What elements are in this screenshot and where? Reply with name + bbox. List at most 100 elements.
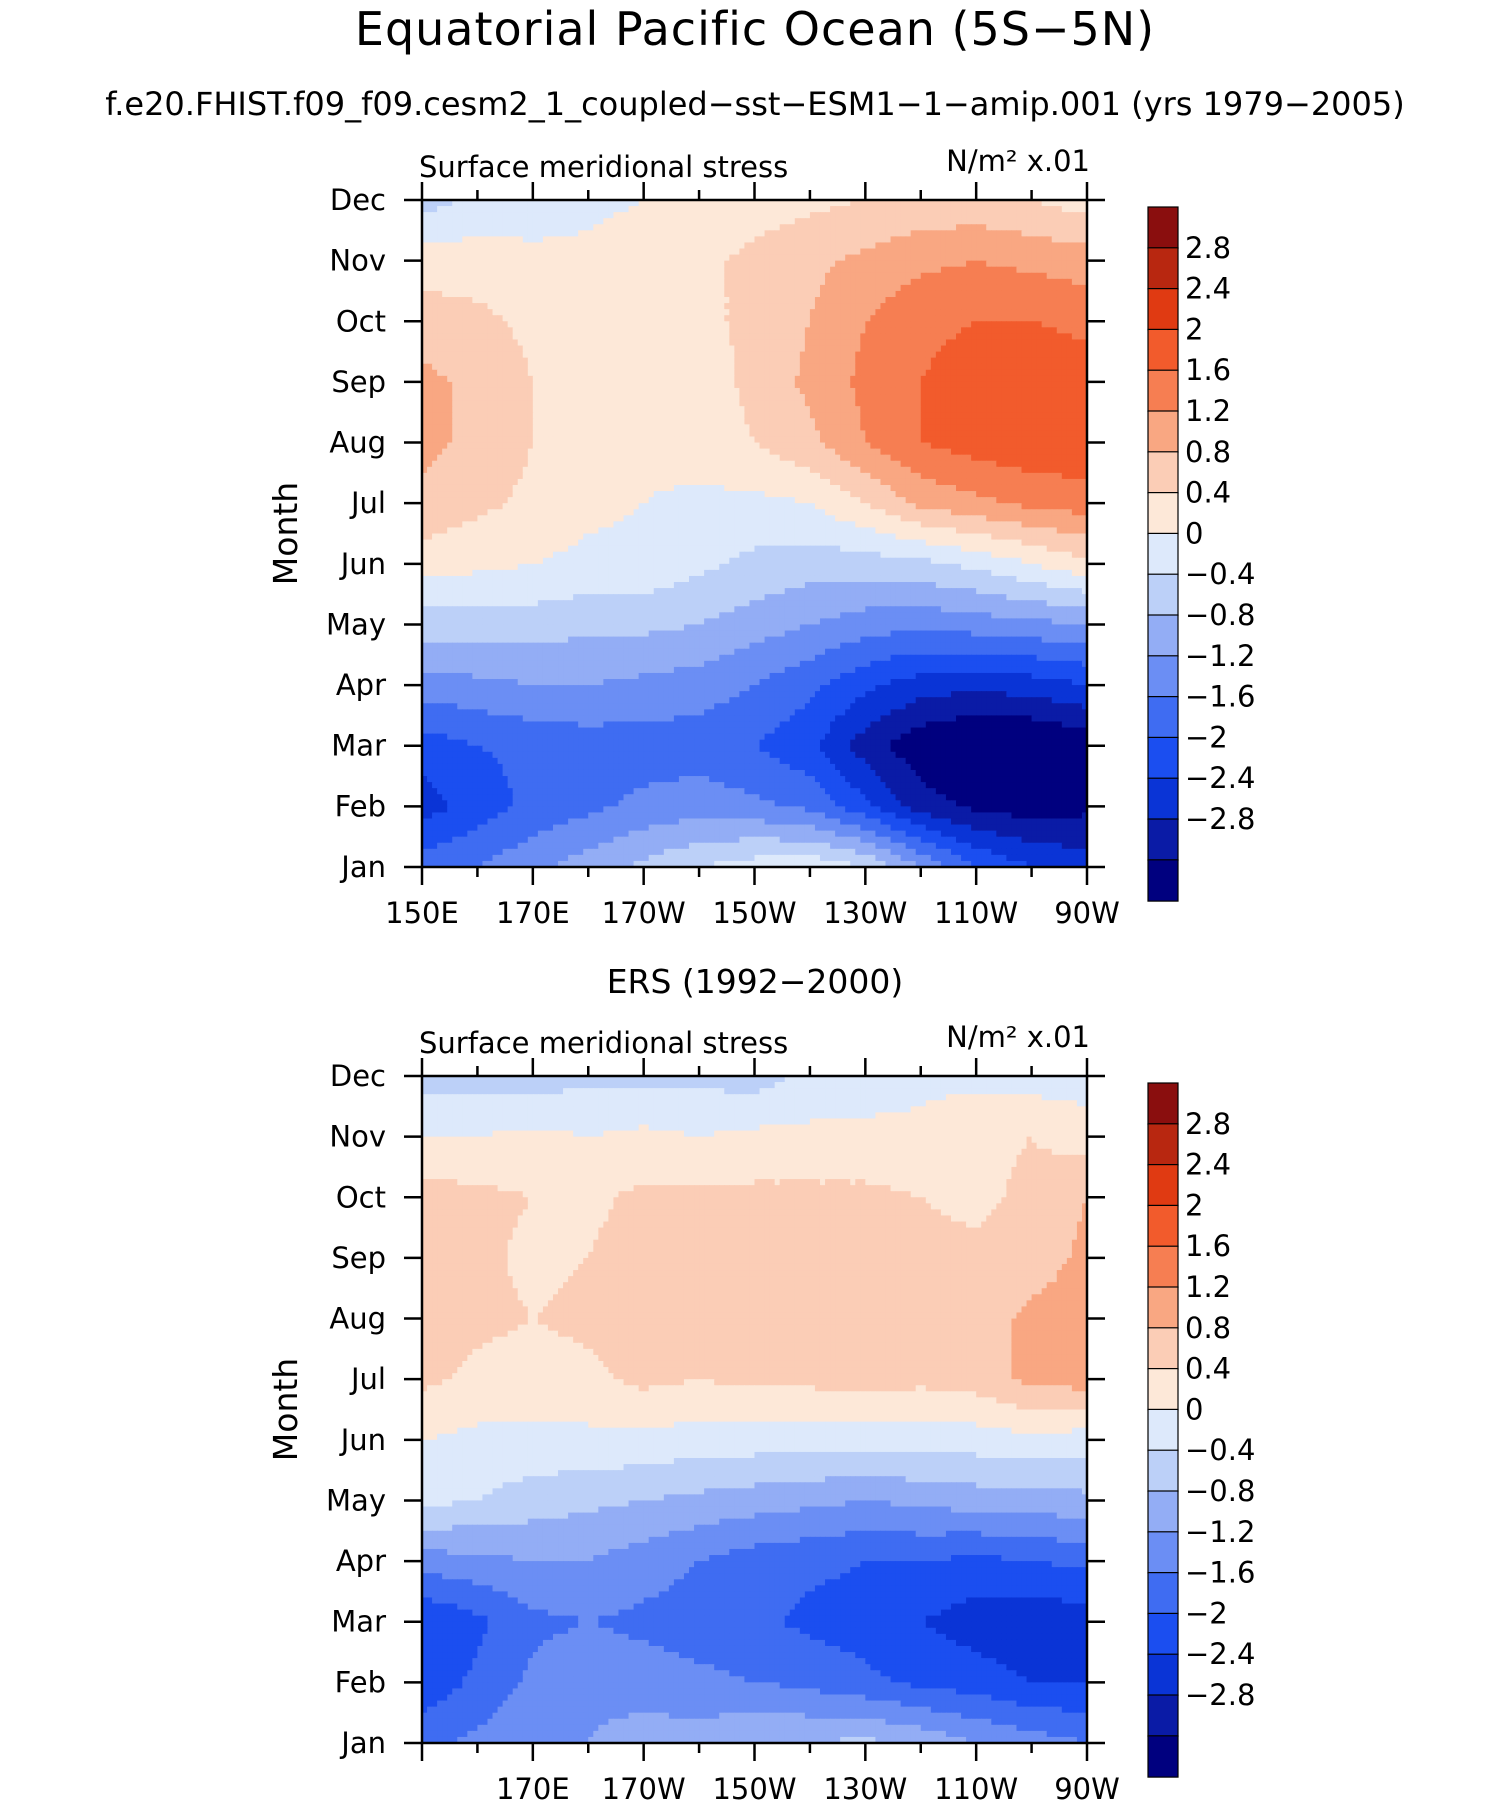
contour-cell (477, 321, 484, 328)
contour-cell (1026, 260, 1033, 268)
contour-cell (608, 236, 615, 244)
contour-cell (1051, 272, 1058, 280)
contour-cell (830, 418, 836, 425)
contour-cell (1006, 284, 1013, 292)
contour-cell (432, 321, 438, 328)
contour-cell (673, 406, 680, 413)
contour-cell (799, 406, 806, 413)
contour-cell (880, 412, 887, 419)
contour-cell (830, 309, 836, 316)
contour-cell (981, 375, 987, 383)
contour-cell (578, 381, 584, 389)
contour-cell (774, 254, 781, 262)
contour-cell (517, 248, 524, 256)
contour-cell (658, 290, 665, 298)
contour-cell (623, 260, 630, 268)
contour-cell (1026, 278, 1033, 286)
contour-cell (950, 230, 957, 237)
contour-cell (532, 400, 539, 407)
contour-cell (1031, 218, 1038, 225)
contour-cell (573, 224, 579, 231)
contour-cell (598, 394, 604, 401)
contour-cell (1021, 333, 1028, 341)
contour-cell (1011, 400, 1018, 407)
contour-cell (588, 345, 594, 353)
contour-cell (709, 315, 715, 322)
contour-cell (1016, 381, 1023, 389)
contour-cell (764, 418, 771, 425)
contour-cell (935, 351, 942, 359)
contour-cell (935, 345, 942, 353)
contour-cell (699, 230, 705, 237)
contour-cell (1026, 266, 1033, 274)
contour-cell (880, 424, 887, 432)
contour-cell (527, 424, 534, 432)
contour-cell (668, 327, 675, 334)
contour-cell (558, 327, 564, 334)
contour-cell (915, 369, 922, 377)
contour-cell (744, 381, 751, 389)
contour-cell (1051, 206, 1058, 213)
contour-cell (542, 321, 549, 328)
contour-cell (966, 297, 972, 304)
contour-cell (537, 406, 544, 413)
contour-cell (1036, 303, 1043, 310)
contour-cell (840, 260, 846, 268)
contour-cell (1026, 351, 1033, 359)
contour-cell (779, 333, 786, 341)
contour-cell (427, 381, 433, 389)
contour-cell (613, 412, 620, 419)
contour-cell (709, 260, 715, 268)
contour-cell (1036, 387, 1043, 395)
contour-cell (532, 254, 539, 262)
contour-cell (840, 200, 846, 207)
contour-cell (648, 278, 655, 286)
contour-cell (734, 290, 740, 298)
contour-cell (819, 218, 826, 225)
contour-cell (719, 321, 725, 328)
contour-cell (1076, 309, 1083, 316)
contour-cell (769, 212, 776, 219)
contour-cell (643, 303, 650, 310)
contour-cell (739, 309, 746, 316)
contour-cell (870, 333, 877, 341)
contour-cell (507, 351, 514, 359)
contour-cell (935, 218, 942, 225)
contour-cell (905, 272, 912, 280)
contour-cell (633, 230, 640, 237)
contour-cell (648, 357, 655, 365)
contour-cell (552, 333, 559, 341)
contour-cell (865, 400, 871, 407)
contour-cell (880, 266, 887, 274)
contour-cell (633, 412, 640, 419)
contour-cell (915, 242, 922, 250)
contour-cell (502, 321, 509, 328)
contour-cell (477, 345, 484, 353)
contour-cell (1056, 272, 1063, 280)
contour-cell (870, 321, 877, 328)
contour-cell (704, 309, 710, 316)
contour-cell (558, 224, 564, 231)
contour-cell (744, 394, 751, 401)
contour-cell (759, 387, 766, 395)
contour-cell (945, 363, 952, 371)
contour-cell (1051, 363, 1058, 371)
contour-cell (895, 297, 902, 304)
contour-cell (542, 297, 549, 304)
contour-cell (502, 351, 509, 359)
contour-cell (764, 230, 771, 237)
contour-cell (734, 375, 740, 383)
contour-cell (689, 206, 695, 213)
contour-cell (593, 278, 599, 286)
contour-cell (1066, 351, 1073, 359)
contour-cell (880, 284, 887, 292)
contour-cell (729, 381, 735, 389)
contour-cell (875, 242, 882, 250)
contour-cell (694, 394, 700, 401)
contour-cell (603, 321, 609, 328)
contour-cell (744, 224, 751, 231)
contour-cell (472, 284, 479, 292)
contour-cell (880, 254, 887, 262)
contour-cell (825, 333, 831, 341)
contour-cell (1041, 363, 1048, 371)
